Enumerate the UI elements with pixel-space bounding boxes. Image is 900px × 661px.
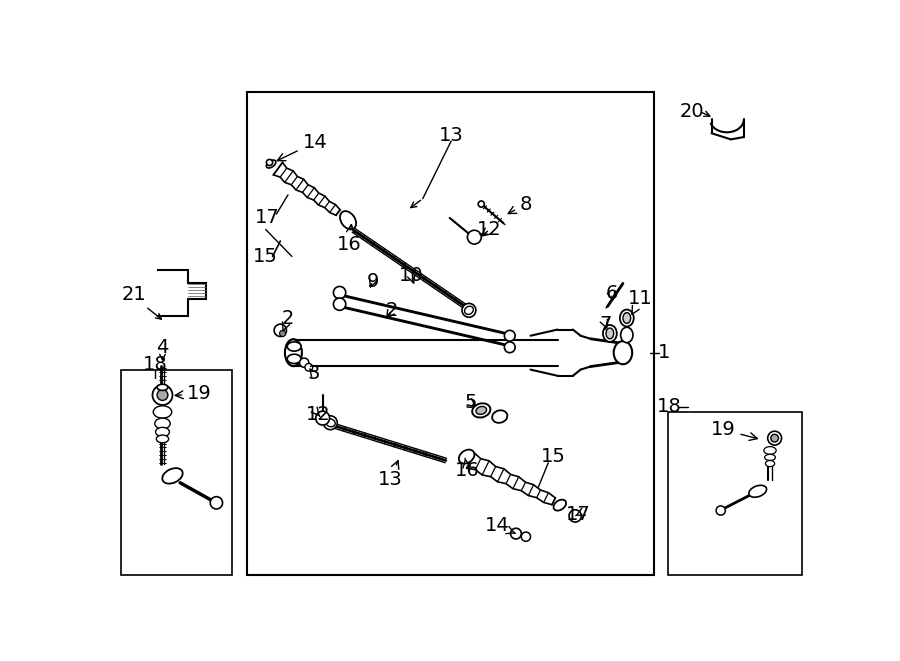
Ellipse shape	[621, 327, 633, 342]
Text: 19: 19	[176, 384, 211, 403]
Ellipse shape	[765, 461, 775, 467]
Text: 14: 14	[277, 133, 328, 161]
Text: 16: 16	[455, 458, 480, 480]
Text: 15: 15	[253, 247, 278, 266]
Circle shape	[280, 330, 285, 336]
Circle shape	[478, 201, 484, 207]
Ellipse shape	[156, 428, 169, 437]
Ellipse shape	[476, 407, 487, 414]
Text: 7: 7	[599, 315, 611, 334]
Circle shape	[152, 385, 173, 405]
Ellipse shape	[285, 339, 302, 366]
Circle shape	[716, 506, 725, 515]
Text: 8: 8	[508, 194, 532, 214]
Circle shape	[768, 431, 781, 445]
Text: 21: 21	[122, 286, 147, 305]
Ellipse shape	[266, 160, 275, 168]
Circle shape	[333, 286, 346, 299]
Circle shape	[521, 532, 531, 541]
Ellipse shape	[623, 313, 631, 323]
Circle shape	[323, 416, 338, 430]
Text: 10: 10	[399, 266, 424, 285]
Circle shape	[510, 528, 521, 539]
Ellipse shape	[620, 309, 634, 327]
Ellipse shape	[554, 500, 566, 510]
Circle shape	[300, 358, 309, 368]
Ellipse shape	[155, 418, 170, 429]
Ellipse shape	[614, 341, 632, 364]
Ellipse shape	[472, 403, 490, 418]
Ellipse shape	[492, 410, 508, 423]
Ellipse shape	[749, 485, 767, 497]
Text: 13: 13	[378, 461, 403, 489]
Ellipse shape	[603, 325, 616, 342]
Circle shape	[211, 496, 222, 509]
Circle shape	[770, 434, 778, 442]
Text: 12: 12	[477, 220, 502, 239]
Circle shape	[462, 303, 476, 317]
Text: 2: 2	[282, 309, 294, 330]
Circle shape	[504, 330, 515, 341]
Ellipse shape	[157, 435, 168, 443]
Text: 14: 14	[485, 516, 516, 535]
Circle shape	[158, 389, 168, 401]
Text: 1: 1	[658, 343, 670, 362]
Circle shape	[266, 159, 273, 165]
Text: 13: 13	[439, 126, 464, 145]
Circle shape	[274, 324, 286, 336]
Circle shape	[504, 342, 515, 353]
Text: 15: 15	[541, 447, 566, 466]
Ellipse shape	[287, 342, 302, 351]
Text: 3: 3	[307, 364, 320, 383]
Ellipse shape	[459, 449, 474, 463]
Text: 2: 2	[386, 301, 398, 320]
Text: 20: 20	[680, 102, 705, 121]
Circle shape	[467, 230, 482, 244]
Text: 18: 18	[657, 397, 681, 416]
Text: 11: 11	[628, 290, 653, 314]
Text: 17: 17	[566, 505, 590, 524]
Ellipse shape	[287, 354, 302, 364]
Ellipse shape	[464, 306, 473, 315]
Ellipse shape	[606, 328, 614, 339]
Ellipse shape	[326, 418, 335, 427]
Ellipse shape	[765, 454, 776, 461]
Ellipse shape	[340, 211, 356, 229]
Text: 5: 5	[464, 393, 477, 412]
Circle shape	[305, 364, 312, 371]
Circle shape	[288, 340, 299, 350]
Circle shape	[316, 411, 329, 425]
Ellipse shape	[153, 406, 172, 418]
Text: 16: 16	[337, 225, 361, 254]
Text: 19: 19	[711, 420, 758, 440]
Text: 4: 4	[157, 338, 168, 357]
Ellipse shape	[764, 447, 776, 454]
Text: 6: 6	[605, 284, 617, 303]
Circle shape	[288, 355, 299, 366]
Text: 18: 18	[142, 355, 167, 373]
Ellipse shape	[158, 384, 168, 391]
Text: 12: 12	[306, 405, 330, 424]
Text: 17: 17	[255, 208, 280, 227]
Text: 9: 9	[366, 272, 379, 291]
Circle shape	[569, 510, 581, 522]
Circle shape	[333, 298, 346, 310]
Ellipse shape	[162, 468, 183, 484]
